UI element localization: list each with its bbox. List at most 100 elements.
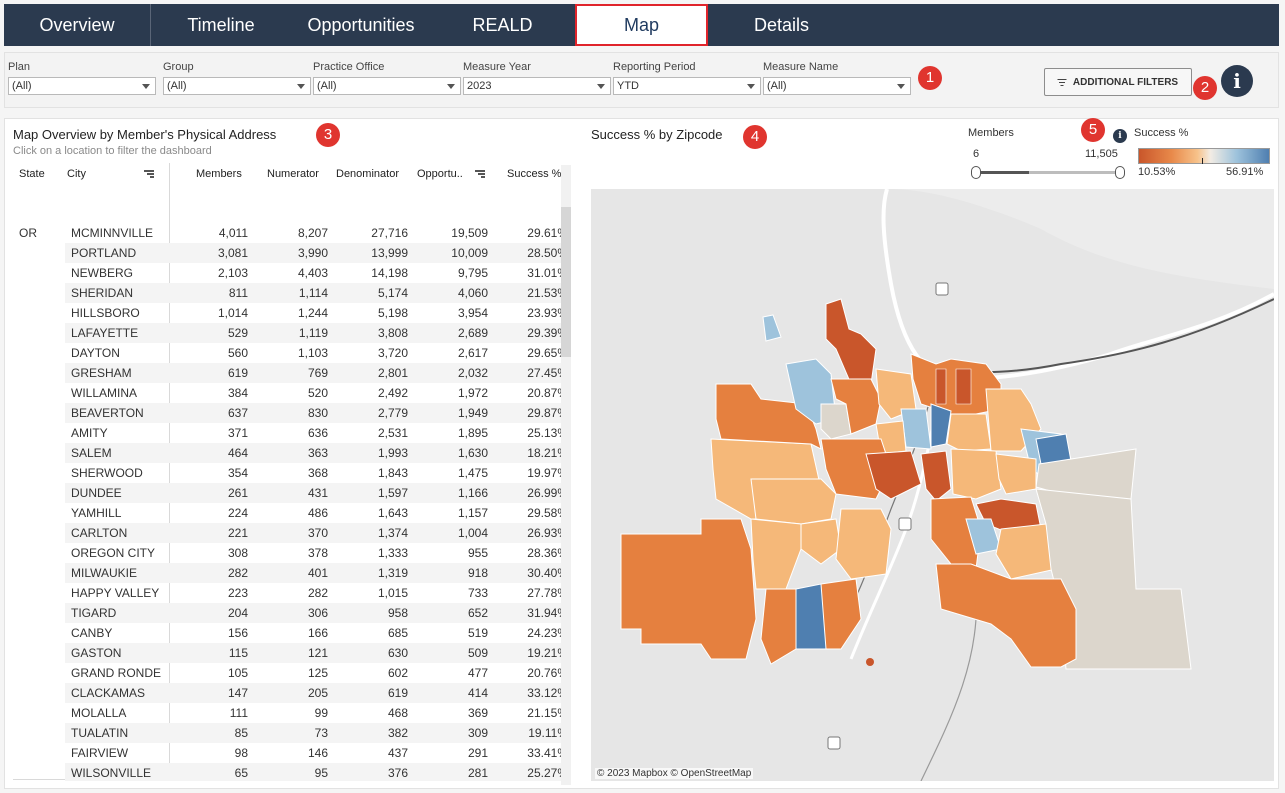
measure-year-select[interactable]: 2023 [463, 77, 611, 95]
zip-region[interactable] [995, 523, 1057, 580]
table-row[interactable]: MILWAUKIE 282 401 1,319 918 30.40% [65, 563, 569, 583]
zip-region[interactable] [620, 518, 757, 660]
opportunities-cell: 309 [467, 726, 488, 740]
members-slider-max-handle[interactable] [1115, 166, 1125, 179]
members-slider-min-handle[interactable] [971, 166, 981, 179]
tab-overview[interactable]: Overview [4, 4, 151, 46]
members-cell: 261 [227, 486, 248, 500]
table-row[interactable]: AMITY 371 636 2,531 1,895 25.13% [65, 423, 569, 443]
tab-opportunities[interactable]: Opportunities [307, 14, 415, 35]
zip-region[interactable] [820, 578, 862, 650]
sort-icon[interactable] [475, 170, 485, 178]
table-row[interactable]: HAPPY VALLEY 223 282 1,015 733 27.78% [65, 583, 569, 603]
table-row[interactable]: TUALATIN 85 73 382 309 19.11% [65, 723, 569, 743]
table-row[interactable]: BEAVERTON 637 830 2,779 1,949 29.87% [65, 403, 569, 423]
tab-reald[interactable]: REALD [472, 14, 533, 35]
column-header-city[interactable]: City [67, 168, 86, 180]
zip-region[interactable] [930, 403, 952, 448]
opportunities-cell: 414 [467, 686, 488, 700]
table-row[interactable]: NEWBERG 2,103 4,403 14,198 9,795 31.01% [65, 263, 569, 283]
state-cell[interactable]: OR [19, 226, 37, 240]
practice-office-select[interactable]: (All) [313, 77, 461, 95]
zip-region[interactable] [935, 563, 1077, 668]
info-icon[interactable]: i [1221, 65, 1253, 97]
opportunities-cell: 2,032 [457, 366, 488, 380]
table-row[interactable]: GRESHAM 619 769 2,801 2,032 27.45% [65, 363, 569, 383]
table-row[interactable]: FAIRVIEW 98 146 437 291 33.41% [65, 743, 569, 763]
zip-region[interactable] [946, 413, 992, 452]
zip-region[interactable] [865, 450, 922, 500]
table-row[interactable]: GRAND RONDE 105 125 602 477 20.76% [65, 663, 569, 683]
members-cell: 560 [227, 346, 248, 360]
column-header-opportunities[interactable]: Opportu.. [417, 168, 463, 180]
success-scale-marker [1202, 158, 1203, 164]
success-cell: 31.01% [527, 266, 568, 280]
city-cell: BEAVERTON [71, 406, 144, 420]
legend-success-label: Success % [1134, 127, 1189, 139]
table-row[interactable]: LAFAYETTE 529 1,119 3,808 2,689 29.39% [65, 323, 569, 343]
table-row[interactable]: WILLAMINA 384 520 2,492 1,972 20.87% [65, 383, 569, 403]
column-header-denominator[interactable]: Denominator [336, 168, 399, 180]
table-scrollbar[interactable] [561, 165, 571, 785]
column-header-state[interactable]: State [19, 168, 45, 180]
zip-region[interactable] [715, 383, 822, 450]
city-cell: TIGARD [71, 606, 117, 620]
legend-info-icon[interactable]: i [1113, 129, 1127, 143]
table-row[interactable]: CARLTON 221 370 1,374 1,004 26.93% [65, 523, 569, 543]
members-slider-track[interactable] [975, 171, 1121, 174]
zip-region[interactable] [825, 298, 877, 385]
sort-icon[interactable] [144, 170, 154, 178]
members-cell: 111 [229, 706, 248, 720]
members-cell: 115 [228, 646, 248, 660]
group-select[interactable]: (All) [163, 77, 311, 95]
map-attribution[interactable]: © 2023 Mapbox © OpenStreetMap [595, 768, 754, 779]
tab-map[interactable]: Map [575, 4, 708, 46]
column-header-members[interactable]: Members [196, 168, 242, 180]
zip-region[interactable] [820, 403, 852, 440]
table-row[interactable]: HILLSBORO 1,014 1,244 5,198 3,954 23.93% [65, 303, 569, 323]
zip-region[interactable] [830, 378, 882, 435]
map-canvas[interactable] [591, 189, 1274, 781]
zip-region[interactable] [762, 314, 782, 342]
legend-success-max: 56.91% [1226, 166, 1264, 178]
table-row[interactable]: TIGARD 204 306 958 652 31.94% [65, 603, 569, 623]
zip-region[interactable] [920, 450, 952, 502]
reporting-period-select[interactable]: YTD [613, 77, 761, 95]
additional-filters-button[interactable]: ADDITIONAL FILTERS [1044, 68, 1192, 96]
tab-timeline[interactable]: Timeline [187, 14, 255, 35]
table-row[interactable]: DUNDEE 261 431 1,597 1,166 26.99% [65, 483, 569, 503]
table-row[interactable]: OREGON CITY 308 378 1,333 955 28.36% [65, 543, 569, 563]
table-row[interactable]: DAYTON 560 1,103 3,720 2,617 29.65% [65, 343, 569, 363]
column-header-numerator[interactable]: Numerator [267, 168, 319, 180]
column-header-success[interactable]: Success % [507, 168, 562, 180]
table-row[interactable]: PORTLAND 3,081 3,990 13,999 10,009 28.50% [65, 243, 569, 263]
table-row[interactable]: YAMHILL 224 486 1,643 1,157 29.58% [65, 503, 569, 523]
zip-region[interactable] [950, 448, 1002, 500]
table-row[interactable]: WILSONVILLE 65 95 376 281 25.27% [65, 763, 569, 781]
location-marker[interactable] [866, 658, 874, 666]
plan-select[interactable]: (All) [8, 77, 156, 95]
table-scrollbar-thumb[interactable] [561, 207, 571, 357]
success-cell: 27.78% [527, 586, 568, 600]
table-row[interactable]: SHERIDAN 811 1,114 5,174 4,060 21.53% [65, 283, 569, 303]
tab-details[interactable]: Details [753, 14, 810, 35]
zip-region[interactable] [995, 453, 1037, 495]
zip-region[interactable] [955, 368, 972, 405]
denominator-cell: 1,015 [377, 586, 408, 600]
success-cell: 25.13% [527, 426, 568, 440]
table-row[interactable]: MCMINNVILLE 4,011 8,207 27,716 19,509 29.61% [65, 223, 569, 243]
zip-region[interactable] [835, 508, 892, 580]
table-row[interactable]: GASTON 115 121 630 509 19.21% [65, 643, 569, 663]
zipcode-map[interactable]: © 2023 Mapbox © OpenStreetMap [591, 189, 1274, 781]
zip-region[interactable] [935, 368, 947, 405]
measure-name-select[interactable]: (All) [763, 77, 911, 95]
table-row[interactable]: MOLALLA 111 99 468 369 21.15% [65, 703, 569, 723]
table-row[interactable]: SALEM 464 363 1,993 1,630 18.21% [65, 443, 569, 463]
zip-regions[interactable] [620, 298, 1192, 670]
zip-region[interactable] [760, 588, 797, 665]
table-row[interactable]: SHERWOOD 354 368 1,843 1,475 19.97% [65, 463, 569, 483]
numerator-cell: 830 [307, 406, 328, 420]
table-row[interactable]: CLACKAMAS 147 205 619 414 33.12% [65, 683, 569, 703]
zip-region[interactable] [750, 478, 837, 525]
table-row[interactable]: CANBY 156 166 685 519 24.23% [65, 623, 569, 643]
